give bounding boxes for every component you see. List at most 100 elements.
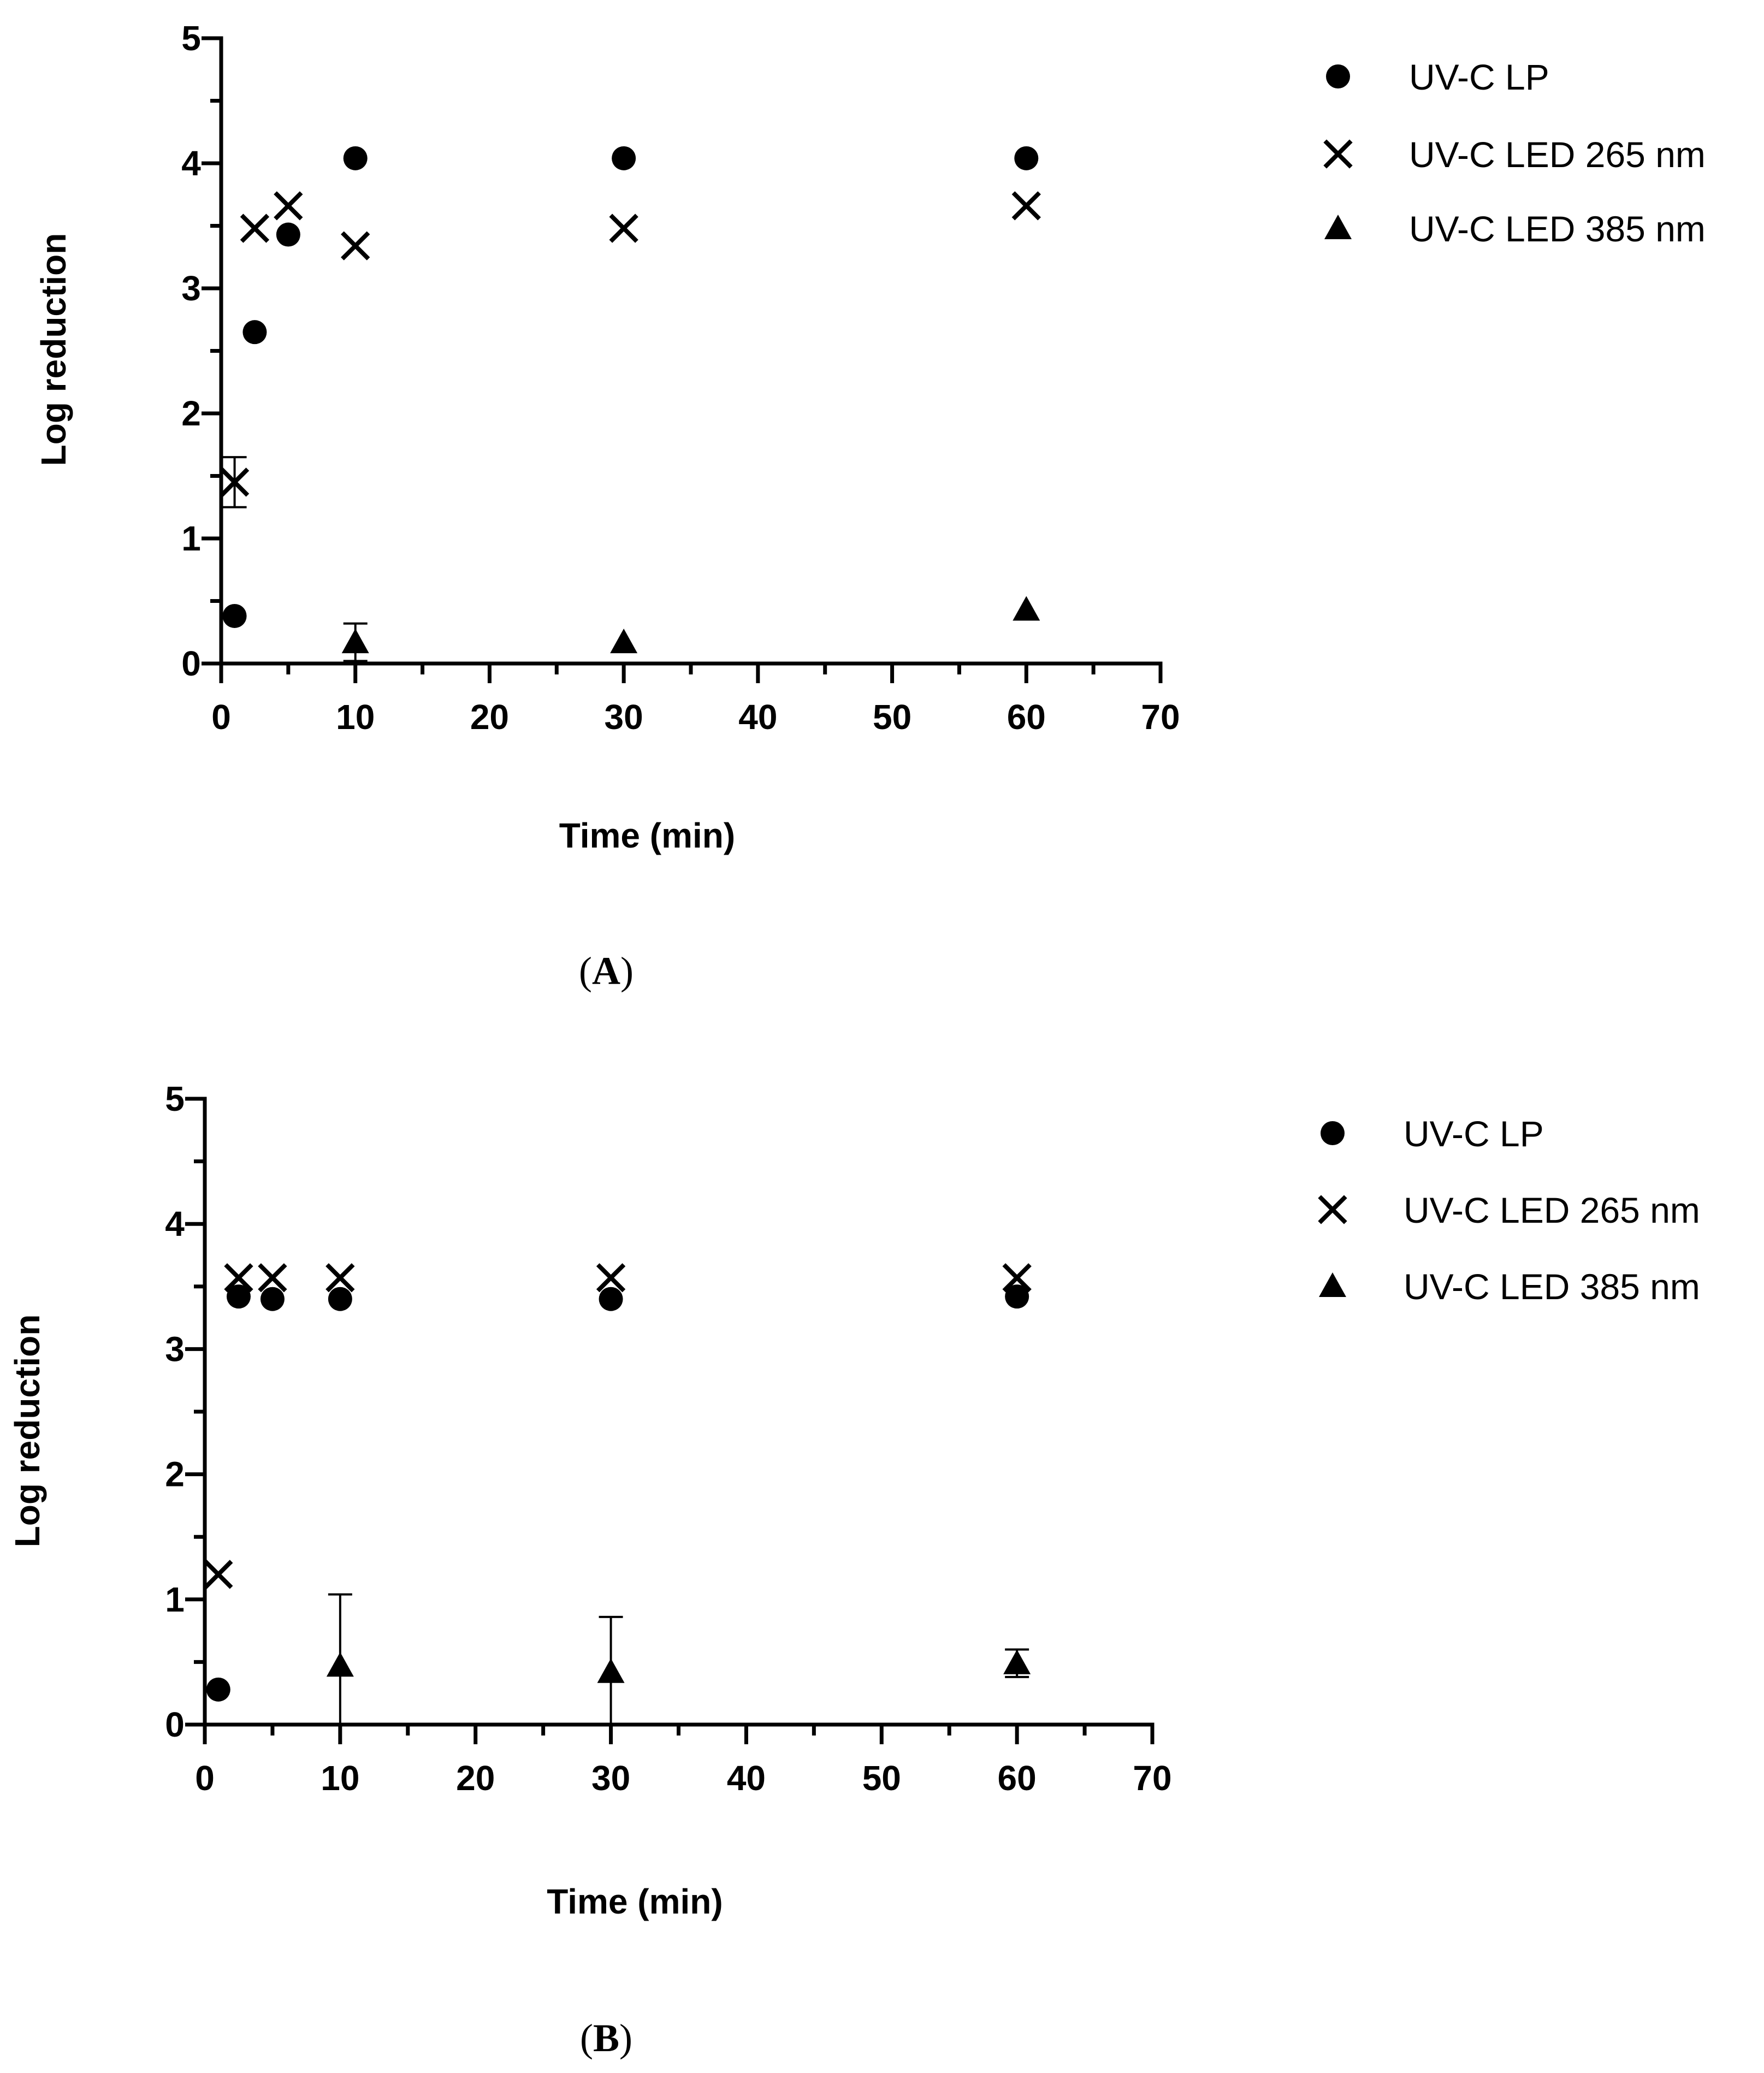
chart-b-uv-c-led-265-nm-point-4-stroke-2 (596, 1263, 626, 1293)
chart-a-y-axis-title: Log reduction (34, 233, 73, 466)
panel-label-a-close: ) (620, 949, 634, 993)
chart-b-uv-c-lp-point-2 (260, 1287, 285, 1311)
chart-b-uv-c-led-265-nm-point-3-stroke-2 (325, 1263, 355, 1293)
panel-label-b-letter: B (593, 2016, 619, 2060)
chart-a-legend-marker-uv-c-lp (1326, 64, 1350, 88)
chart-b-uv-c-lp-point-0 (206, 1677, 230, 1702)
chart-a-legend-marker-uv-c-led-385-nm (1324, 215, 1352, 239)
chart-b-legend-item-uv-c-led-265-nm: UV-C LED 265 nm (1318, 1190, 1700, 1230)
chart-a-uv-c-led-385-nm-point-0 (341, 629, 369, 654)
chart-a-y-tick-label-2: 2 (181, 394, 201, 433)
chart-b-uv-c-led-265-nm-point-5-stroke-2 (1002, 1263, 1032, 1293)
chart-b-uv-c-led-265-nm-point-0-stroke-2 (204, 1560, 233, 1589)
chart-a-x-tick-label-10: 10 (336, 697, 375, 737)
chart-a-y-tick-label-5: 5 (181, 19, 201, 58)
chart-b-uv-c-lp-point-3 (328, 1287, 352, 1311)
chart-a-x-tick-label-60: 60 (1007, 697, 1046, 737)
chart-b-y-tick-label-1: 1 (165, 1580, 185, 1619)
chart-b-y-tick-label-3: 3 (165, 1329, 185, 1369)
chart-b-x-tick-label-70: 70 (1133, 1758, 1171, 1798)
chart-b-legend-label-uv-c-led-265-nm: UV-C LED 265 nm (1404, 1190, 1700, 1230)
chart-a-uv-c-led-265-nm-point-4-stroke-2 (609, 214, 638, 243)
chart-b-uv-c-lp-point-4 (599, 1287, 623, 1311)
chart-a-uv-c-led-265-nm-point-2 (274, 191, 303, 221)
chart-a-x-axis-title: Time (min) (559, 816, 735, 855)
chart-a-legend-item-uv-c-lp: UV-C LP (1326, 57, 1549, 97)
chart-b-uv-c-led-265-nm-point-1 (224, 1263, 253, 1293)
chart-b-uv-c-led-385-nm-point-1 (597, 1658, 625, 1683)
chart-a-uv-c-led-265-nm-point-1-stroke-2 (240, 214, 270, 243)
chart-b-uv-c-led-385-nm-point-2 (1003, 1649, 1031, 1674)
chart-a-x-tick-label-30: 30 (605, 697, 643, 737)
panel-label-b-open: ( (580, 2016, 593, 2060)
chart-b-series-uv-c-led-385-nm (326, 1593, 1031, 1725)
chart-a-series-uv-c-led-385-nm (341, 596, 1040, 662)
chart-a-series-uv-c-led-265-nm (220, 191, 1041, 508)
chart-a-uv-c-lp-point-1 (242, 320, 267, 345)
chart-b-uv-c-led-265-nm-point-0 (204, 1560, 233, 1589)
chart-a-x-tick-label-20: 20 (470, 697, 509, 737)
chart-b-uv-c-led-265-nm-point-4 (596, 1263, 626, 1293)
chart-b-legend-marker-uv-c-led-385-nm (1319, 1272, 1346, 1297)
chart-b-x-tick-label-20: 20 (456, 1758, 495, 1798)
chart-b-y-axis-title: Log reduction (8, 1314, 47, 1548)
chart-b-legend-marker-uv-c-led-265-nm (1318, 1195, 1347, 1224)
chart-b-y-tick-label-4: 4 (165, 1204, 185, 1243)
chart-a-y-tick-label-4: 4 (181, 144, 201, 183)
chart-b-uv-c-led-265-nm-point-3 (325, 1263, 355, 1293)
chart-b-legend-item-uv-c-lp: UV-C LP (1321, 1114, 1544, 1154)
chart-b-x-tick-label-10: 10 (321, 1758, 359, 1798)
chart-a-x-tick-label-50: 50 (873, 697, 911, 737)
chart-b-series-uv-c-led-265-nm (204, 1263, 1032, 1589)
chart-a-legend-item-uv-c-led-385-nm: UV-C LED 385 nm (1324, 209, 1706, 249)
chart-a-x-tick-label-70: 70 (1141, 697, 1180, 737)
chart-a-legend-marker-uv-c-led-265-nm-stroke-2 (1323, 139, 1353, 169)
chart-a-uv-c-led-265-nm-point-4 (609, 214, 638, 243)
chart-b-legend-marker-uv-c-led-265-nm-stroke-2 (1318, 1195, 1347, 1224)
chart-b-uv-c-led-265-nm-point-2 (258, 1263, 287, 1293)
chart-a-y-tick-label-1: 1 (181, 519, 201, 558)
chart-b-x-tick-label-60: 60 (998, 1758, 1037, 1798)
chart-b-uv-c-led-265-nm-point-1-stroke-2 (224, 1263, 253, 1293)
chart-b-x-tick-label-30: 30 (591, 1758, 630, 1798)
chart-a-uv-c-led-265-nm-point-2-stroke-2 (274, 191, 303, 221)
chart-panel-a: 0 10 20 30 40 50 60 70 0 1 2 3 4 5 Time (min) Log reduc… (34, 19, 1706, 855)
chart-a-uv-c-led-385-nm-point-2 (1013, 596, 1040, 621)
chart-a-uv-c-led-265-nm-point-0-stroke-2 (220, 467, 250, 497)
chart-a-legend-item-uv-c-led-265-nm: UV-C LED 265 nm (1323, 134, 1706, 175)
chart-b-uv-c-led-265-nm-point-5 (1002, 1263, 1032, 1293)
chart-b-y-tick-label-2: 2 (165, 1455, 185, 1494)
chart-a-y-tick-label-0: 0 (181, 644, 201, 683)
chart-a-uv-c-lp-point-2 (276, 222, 300, 247)
chart-a-legend-marker-uv-c-led-265-nm (1323, 139, 1353, 169)
chart-a-uv-c-lp-point-3 (343, 146, 368, 170)
chart-a-uv-c-led-385-nm-point-1 (610, 629, 638, 654)
chart-a-legend-label-uv-c-led-265-nm: UV-C LED 265 nm (1409, 134, 1706, 175)
chart-b-y-tick-label-0: 0 (165, 1705, 185, 1744)
panel-label-a-letter: A (592, 949, 620, 993)
chart-a-x-tick-label-40: 40 (738, 697, 777, 737)
chart-b-uv-c-led-265-nm-point-2-stroke-2 (258, 1263, 287, 1293)
chart-b-y-tick-label-5: 5 (165, 1079, 185, 1118)
panel-label-b: (B) (580, 2016, 632, 2060)
chart-b-x-axis-title: Time (min) (547, 1882, 723, 1921)
chart-a-uv-c-led-265-nm-point-5 (1011, 191, 1041, 221)
chart-a-uv-c-lp-point-0 (222, 603, 247, 628)
chart-a-uv-c-lp-point-5 (1014, 146, 1039, 170)
chart-b-legend-marker-uv-c-lp (1321, 1121, 1345, 1145)
chart-a-x-tick-label-0: 0 (211, 697, 231, 737)
chart-a-uv-c-led-265-nm-point-3-stroke-2 (341, 231, 370, 260)
chart-a-legend-label-uv-c-led-385-nm: UV-C LED 385 nm (1409, 209, 1706, 249)
chart-b-uv-c-lp-point-5 (1005, 1284, 1029, 1309)
panel-label-a: (A) (579, 949, 634, 993)
chart-b-x-tick-label-0: 0 (195, 1758, 215, 1798)
chart-a-uv-c-led-265-nm-point-0 (220, 467, 250, 497)
chart-a-uv-c-led-265-nm-point-3 (341, 231, 370, 260)
chart-a-series-uv-c-lp (222, 146, 1039, 628)
panel-label-b-close: ) (619, 2016, 632, 2060)
chart-b-uv-c-led-385-nm-point-0 (326, 1652, 354, 1677)
chart-b-legend-label-uv-c-lp: UV-C LP (1404, 1114, 1544, 1154)
chart-b-x-tick-label-50: 50 (862, 1758, 901, 1798)
chart-a-uv-c-lp-point-4 (612, 146, 636, 170)
